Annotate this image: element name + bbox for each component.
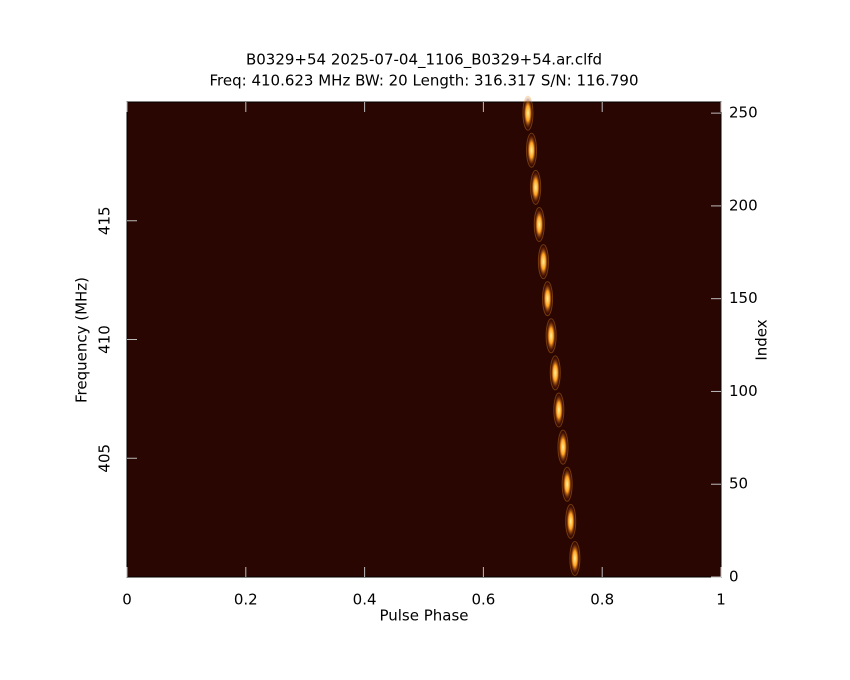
- pulse-point: [533, 206, 545, 242]
- x-tick-label: 0.2: [234, 591, 258, 609]
- y-tick-label: 415: [96, 206, 114, 235]
- plot-background: [127, 102, 721, 577]
- y2-tick-label: 150: [729, 289, 758, 307]
- y2-axis-label: Index: [753, 319, 771, 360]
- x-tick-label: 0.8: [590, 591, 614, 609]
- y2-tick-label: 250: [729, 104, 758, 122]
- y2-tick-label: 0: [729, 568, 739, 586]
- y-tick-label: 410: [96, 325, 114, 354]
- pulse-point: [522, 95, 534, 131]
- pulse-point: [553, 392, 565, 428]
- x-tick-label: 0.6: [471, 591, 495, 609]
- y-axis-label: Frequency (MHz): [73, 277, 91, 403]
- x-tick-label: 0.4: [353, 591, 377, 609]
- y2-tick-label: 100: [729, 382, 758, 400]
- pulse-point: [537, 244, 549, 280]
- y2-tick-label: 50: [729, 475, 748, 493]
- pulse-point: [542, 281, 554, 317]
- x-tick-label: 1: [716, 591, 726, 609]
- pulse-point: [565, 503, 577, 539]
- pulse-point: [526, 132, 538, 168]
- x-tick-label: 0: [122, 591, 132, 609]
- y-tick-label: 405: [96, 444, 114, 473]
- pulse-point: [561, 466, 573, 502]
- pulse-point: [569, 540, 581, 576]
- y2-tick-label: 200: [729, 196, 758, 214]
- pulse-point: [557, 429, 569, 465]
- chart-title: B0329+54 2025-07-04_1106_B0329+54.ar.clf…: [246, 51, 602, 70]
- x-axis-label: Pulse Phase: [379, 607, 468, 625]
- chart-subtitle: Freq: 410.623 MHz BW: 20 Length: 316.317…: [210, 72, 639, 90]
- pulse-point: [545, 318, 557, 354]
- pulse-point: [530, 169, 542, 205]
- pulse-point: [549, 355, 561, 391]
